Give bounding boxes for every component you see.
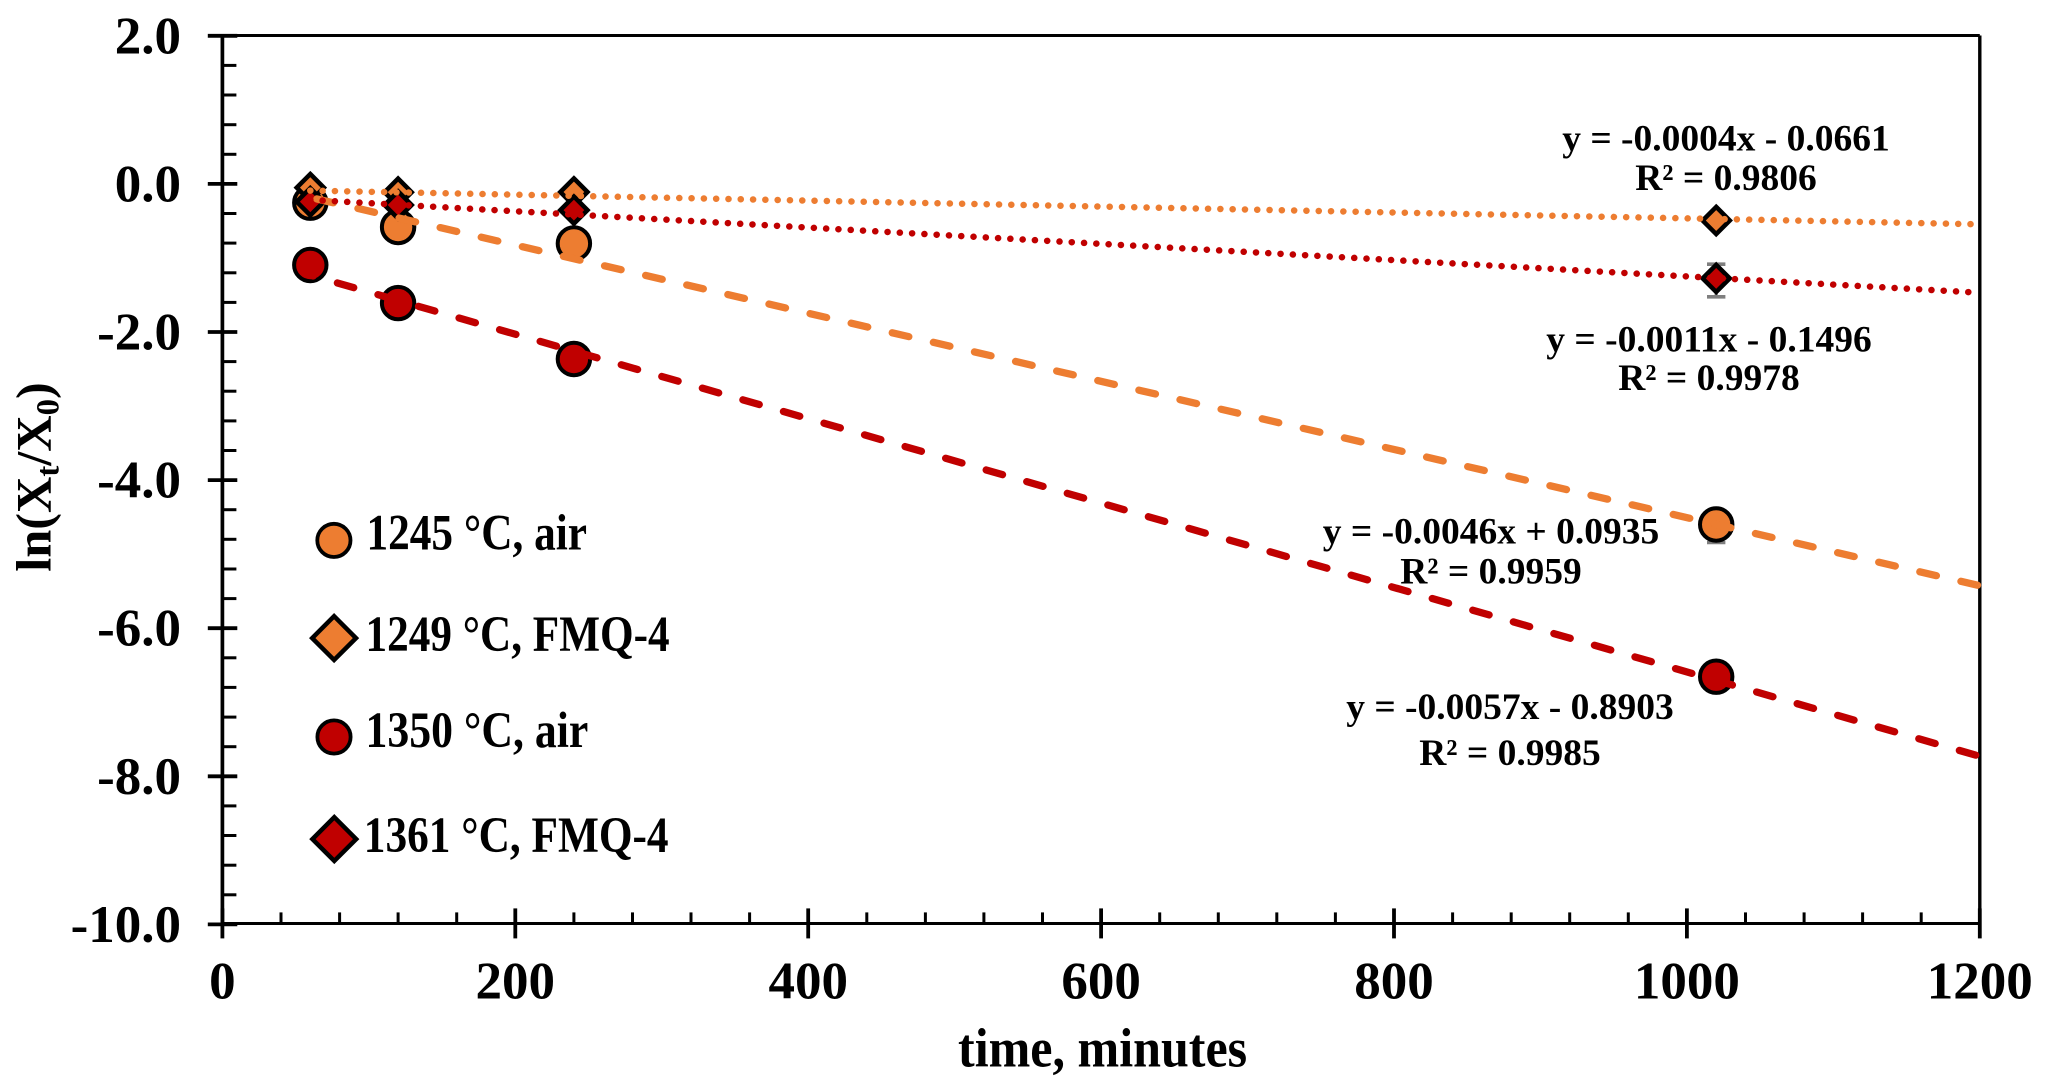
svg-text:-8.0: -8.0 [97,748,181,806]
svg-text:0.0: 0.0 [115,155,181,213]
svg-text:400: 400 [768,953,848,1011]
svg-text:1245 °C, air: 1245 °C, air [367,505,588,561]
svg-text:800: 800 [1354,953,1434,1011]
svg-text:R² = 0.9806: R² = 0.9806 [1635,158,1817,199]
svg-text:1000: 1000 [1634,953,1740,1011]
svg-text:R² = 0.9959: R² = 0.9959 [1400,552,1582,593]
svg-text:2.0: 2.0 [115,7,181,65]
svg-text:y = -0.0011x - 0.1496: y = -0.0011x - 0.1496 [1546,320,1872,361]
svg-text:R² = 0.9985: R² = 0.9985 [1419,733,1601,774]
svg-text:1361 °C, FMQ-4: 1361 °C, FMQ-4 [364,807,669,863]
svg-text:600: 600 [1061,953,1141,1011]
svg-text:200: 200 [476,953,556,1011]
svg-text:0: 0 [209,953,236,1011]
svg-text:y = -0.0057x - 0.8903: y = -0.0057x - 0.8903 [1346,687,1674,728]
svg-text:y = -0.0004x - 0.0661: y = -0.0004x - 0.0661 [1562,119,1890,160]
svg-text:-2.0: -2.0 [97,304,181,362]
svg-text:-6.0: -6.0 [97,600,181,658]
svg-text:1200: 1200 [1927,953,2033,1011]
svg-text:-10.0: -10.0 [71,896,181,954]
svg-text:time, minutes: time, minutes [958,1018,1247,1079]
svg-text:1249 °C, FMQ-4: 1249 °C, FMQ-4 [366,606,670,662]
svg-text:R² = 0.9978: R² = 0.9978 [1618,358,1800,399]
svg-text:1350 °C, air: 1350 °C, air [366,702,589,758]
svg-text:y = -0.0046x + 0.0935: y = -0.0046x + 0.0935 [1323,512,1659,553]
svg-text:-4.0: -4.0 [97,452,181,510]
